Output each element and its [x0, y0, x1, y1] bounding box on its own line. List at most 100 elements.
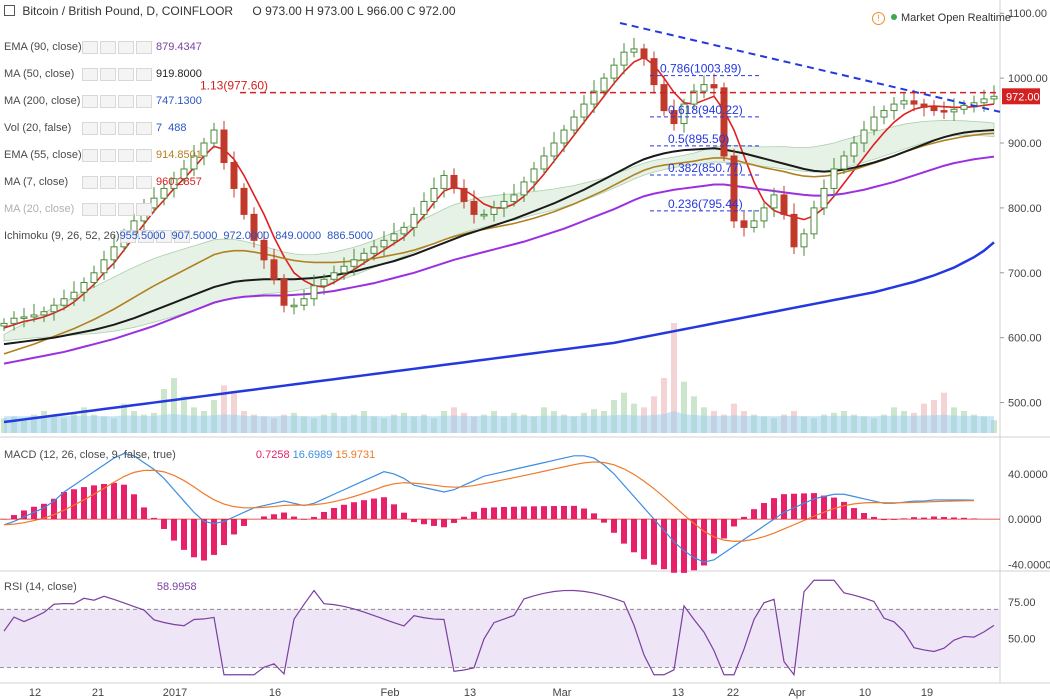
macd-histogram-bar — [701, 519, 707, 566]
candle-body — [580, 103, 588, 118]
candle-body — [450, 174, 458, 189]
macd-tick-label: -40.0000 — [1008, 559, 1050, 571]
x-tick-label: 16 — [269, 687, 281, 699]
candle-body — [90, 272, 98, 284]
legend-row[interactable]: MA (200, close) 747.1300 — [4, 94, 208, 108]
rsi-name[interactable]: RSI (14, close) — [4, 581, 77, 593]
legend-row[interactable]: MA (7, close) 960.2857 — [4, 175, 208, 189]
candle-body — [700, 84, 708, 92]
indicator-buttons[interactable] — [82, 148, 156, 163]
candle-body — [250, 213, 258, 241]
macd-histogram-bar — [381, 497, 387, 520]
x-tick-label: 12 — [29, 687, 41, 699]
indicator-name[interactable]: MA (20, close) — [4, 203, 75, 215]
macd-histogram-bar — [521, 506, 527, 520]
macd-histogram-bar — [141, 507, 147, 520]
candle-body — [440, 174, 448, 189]
indicator-name[interactable]: Vol (20, false) — [4, 122, 72, 134]
candle-body — [860, 129, 868, 144]
macd-histogram-bar — [761, 503, 767, 520]
macd-histogram-bar — [461, 516, 467, 520]
alert-icon[interactable]: ! — [872, 12, 885, 25]
candle-body — [180, 168, 188, 180]
collapse-icon[interactable] — [4, 5, 15, 16]
x-tick-label: 13 — [672, 687, 684, 699]
legend-row[interactable]: EMA (90, close) 879.4347 — [4, 40, 208, 54]
candle-body — [350, 259, 358, 267]
candle-body — [640, 48, 648, 60]
indicator-name[interactable]: MA (7, close) — [4, 176, 69, 188]
symbol-title[interactable]: Bitcoin / British Pound, D, COINFLOOR — [22, 4, 234, 18]
macd-histogram-bar — [911, 517, 917, 520]
candle-body — [430, 187, 438, 202]
macd-histogram-bar — [671, 519, 677, 573]
macd-histogram-bar — [941, 517, 947, 520]
candle-body — [330, 272, 338, 280]
rsi-line — [3, 579, 995, 677]
macd-histogram-bar — [771, 498, 777, 520]
indicator-buttons[interactable] — [82, 67, 156, 82]
macd-histogram-bar — [661, 519, 667, 570]
candle-body — [740, 220, 748, 228]
macd-histogram-bar — [171, 519, 177, 541]
fib-label: 0.786(1003.89) — [660, 62, 741, 76]
macd-histogram-bar — [491, 507, 497, 520]
candle-body — [730, 155, 738, 222]
volume-bar — [941, 392, 947, 433]
candle-body — [720, 87, 728, 157]
indicator-name[interactable]: MA (200, close) — [4, 95, 81, 107]
candle-body — [510, 194, 518, 202]
candle-body — [280, 278, 288, 306]
macd-histogram-bar — [921, 517, 927, 520]
legend-row[interactable]: MA (50, close) 919.8000 — [4, 67, 208, 81]
macd-histogram-bar — [961, 517, 967, 520]
candle-body — [570, 116, 578, 131]
legend-row[interactable]: MA (20, close) — [4, 202, 156, 216]
candle-body — [460, 187, 468, 202]
fib-label: 1.13(977.60) — [200, 79, 268, 93]
macd-histogram-bar — [331, 507, 337, 520]
indicator-buttons[interactable] — [82, 40, 156, 55]
macd-histogram-bar — [561, 505, 567, 520]
legend-row[interactable]: Vol (20, false) 7 488 — [4, 121, 192, 135]
candle-body — [500, 200, 508, 209]
macd-histogram-bar — [931, 516, 937, 520]
macd-histogram-bar — [351, 502, 357, 520]
legend-row[interactable]: EMA (55, close) 914.8501 — [4, 148, 208, 162]
candle-body — [890, 103, 898, 112]
indicator-buttons[interactable] — [82, 94, 156, 109]
indicator-value: 747.1300 — [156, 95, 202, 107]
macd-histogram-bar — [291, 516, 297, 520]
indicator-name[interactable]: EMA (90, close) — [4, 41, 82, 53]
candle-body — [830, 168, 838, 189]
x-tick-label: 2017 — [163, 687, 187, 699]
indicator-value: 886.5000 — [327, 230, 374, 242]
indicator-name[interactable]: EMA (55, close) — [4, 149, 82, 161]
macd-histogram-bar — [211, 519, 217, 555]
indicator-buttons[interactable] — [82, 121, 156, 136]
candle-body — [100, 259, 108, 274]
candle-body — [480, 213, 488, 217]
macd-histogram-bar — [121, 484, 127, 520]
macd-tick-label: 0.0000 — [1008, 514, 1042, 526]
indicator-buttons[interactable] — [82, 202, 156, 217]
price-tick-label: 1000.00 — [1008, 73, 1048, 85]
candle-body — [790, 213, 798, 248]
indicator-buttons[interactable] — [82, 175, 156, 190]
fib-label: 0.618(940.22) — [668, 103, 743, 117]
macd-histogram-bar — [181, 519, 187, 550]
indicator-value: 7 — [156, 122, 163, 134]
indicator-name[interactable]: MA (50, close) — [4, 68, 75, 80]
macd-name[interactable]: MACD (12, 26, close, 9, false, true) — [4, 449, 176, 461]
indicator-value: 488 — [168, 122, 187, 134]
macd-histogram-bar — [871, 516, 877, 520]
legend-row[interactable]: Ichimoku (9, 26, 52, 26)955.5000 907.5000… — [4, 229, 379, 243]
candle-body — [0, 322, 8, 327]
candle-body — [70, 291, 78, 300]
macd-histogram-bar — [111, 482, 117, 520]
rsi-legend: RSI (14, close) 58.9958 — [4, 580, 197, 594]
candle-body — [910, 100, 918, 105]
macd-histogram-bar — [431, 519, 437, 526]
macd-histogram-bar — [881, 519, 887, 521]
indicator-name[interactable]: Ichimoku (9, 26, 52, 26) — [4, 230, 120, 242]
